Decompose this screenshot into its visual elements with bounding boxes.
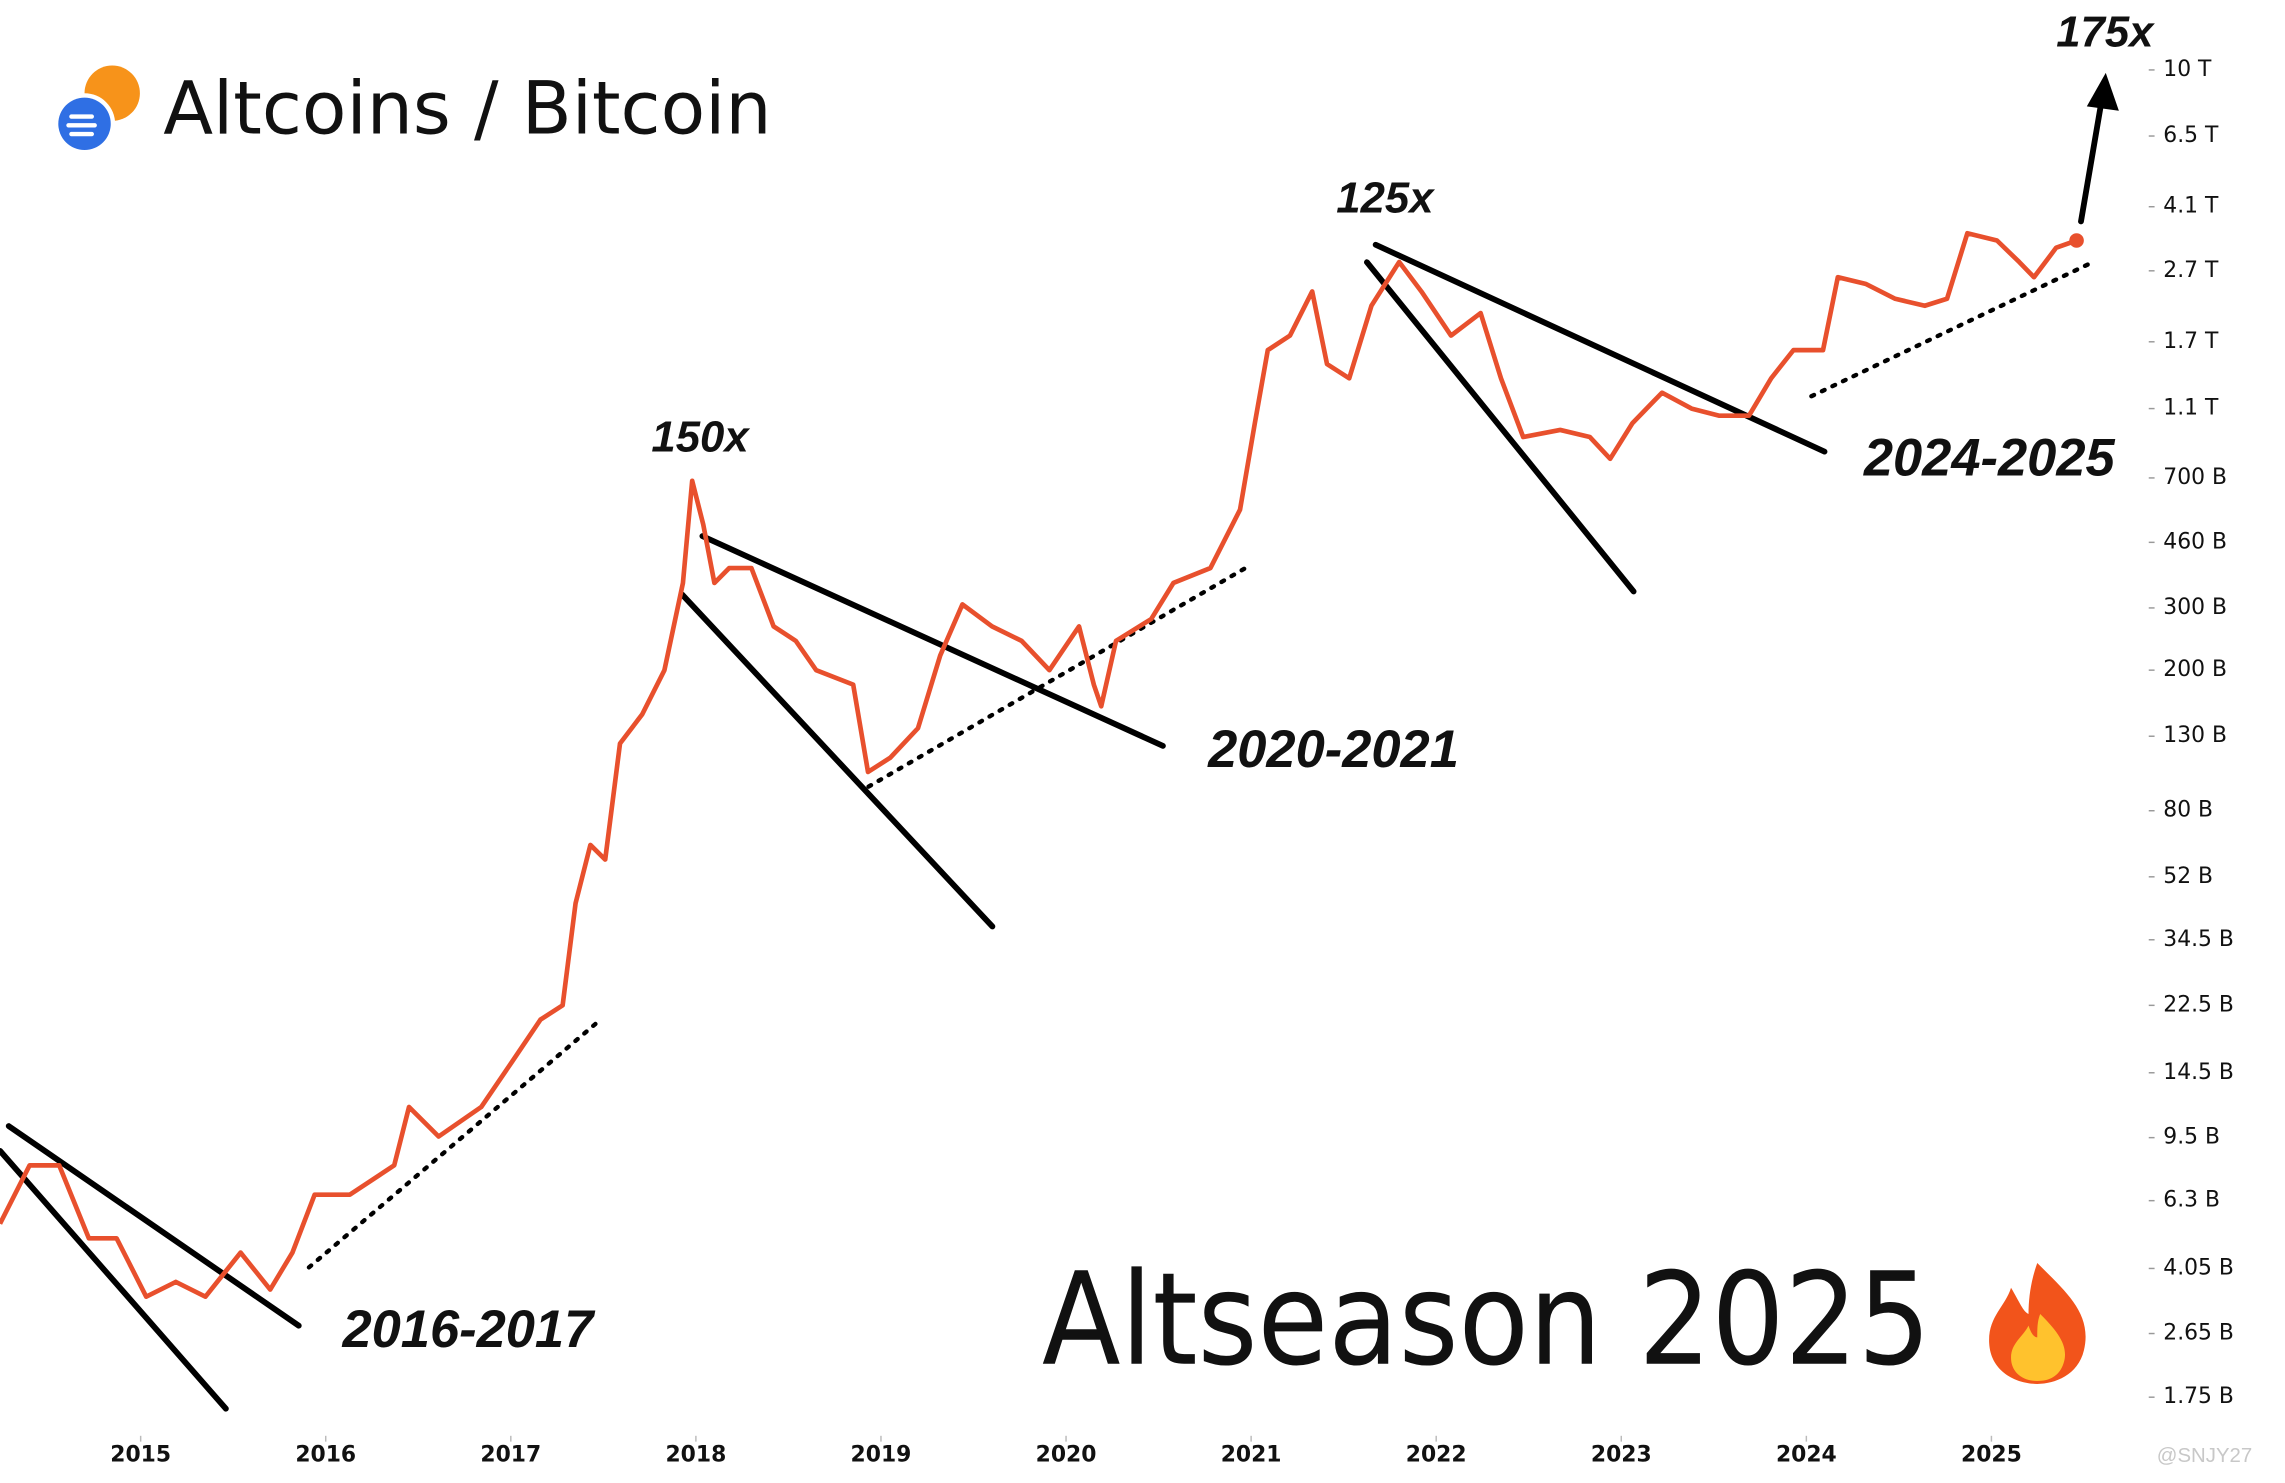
y-tick-label: 130 B: [2163, 723, 2227, 748]
y-tick-label: 700 B: [2163, 465, 2227, 490]
annotation: 125x: [1336, 174, 1435, 223]
trend-lines: [0, 72, 2119, 1412]
y-tick-label: 2.65 B: [2163, 1321, 2234, 1346]
trend-line: [699, 533, 1166, 749]
y-tick-label: 4.1 T: [2163, 194, 2219, 219]
x-tick-label: 2019: [851, 1442, 912, 1467]
trend-line: [1372, 241, 1828, 455]
y-tick-label: 6.5 T: [2163, 123, 2219, 148]
y-tick-label: 200 B: [2163, 657, 2227, 682]
watermark: @SNJY27: [2157, 1445, 2252, 1467]
trend-line: [679, 591, 996, 930]
y-tick-label: 10 T: [2163, 57, 2212, 82]
x-tick-label: 2022: [1406, 1442, 1467, 1467]
y-tick-label: 6.3 B: [2163, 1188, 2220, 1213]
arrow-head: [2086, 72, 2119, 111]
y-tick-label: 1.7 T: [2163, 329, 2219, 354]
arrow-shaft: [2078, 99, 2105, 225]
annotation: 150x: [651, 412, 750, 461]
y-tick-label: 460 B: [2163, 529, 2227, 554]
data-line: [0, 230, 2078, 1299]
support-line: [1809, 260, 2095, 399]
y-tick-label: 80 B: [2163, 798, 2213, 823]
y-tick-label: 2.7 T: [2163, 258, 2219, 283]
y-tick-label: 22.5 B: [2163, 992, 2234, 1017]
y-tick-label: 9.5 B: [2163, 1125, 2220, 1150]
x-tick-label: 2020: [1036, 1442, 1097, 1467]
chart-title: Altcoins / Bitcoin: [163, 67, 771, 152]
x-tick-label: 2018: [665, 1442, 726, 1467]
trend-line: [5, 1123, 302, 1329]
logo: [53, 65, 140, 155]
y-tick-label: 1.75 B: [2163, 1384, 2234, 1409]
y-tick-label: 52 B: [2163, 864, 2213, 889]
annotation: 2016-2017: [341, 1301, 596, 1359]
annotation: 2020-2021: [1207, 721, 1459, 779]
x-tick-label: 2023: [1591, 1442, 1652, 1467]
annotation: 2024-2025: [1863, 430, 2116, 488]
last-point: [2069, 233, 2084, 248]
x-tick-label: 2016: [295, 1442, 356, 1467]
y-tick-label: 14.5 B: [2163, 1060, 2234, 1085]
logo-glyph: [66, 114, 97, 137]
fire-icon: [1989, 1263, 2086, 1384]
flame-inner: [2011, 1314, 2066, 1382]
trend-line: [0, 1147, 229, 1412]
x-tick-label: 2024: [1776, 1442, 1837, 1467]
trend-line: [1364, 259, 1637, 595]
support-line: [306, 1017, 603, 1270]
x-tick-label: 2015: [110, 1442, 171, 1467]
y-tick-label: 1.1 T: [2163, 396, 2219, 421]
x-tick-label: 2017: [480, 1442, 541, 1467]
support-line: [866, 563, 1253, 789]
x-tick-label: 2025: [1961, 1442, 2022, 1467]
annotation: 175x: [2056, 8, 2155, 57]
y-tick-label: 4.05 B: [2163, 1255, 2234, 1280]
x-tick-label: 2021: [1221, 1442, 1282, 1467]
y-tick-label: 300 B: [2163, 595, 2227, 620]
subtitle: Altseason 2025: [1042, 1246, 1931, 1395]
y-tick-label: 34.5 B: [2163, 927, 2234, 952]
